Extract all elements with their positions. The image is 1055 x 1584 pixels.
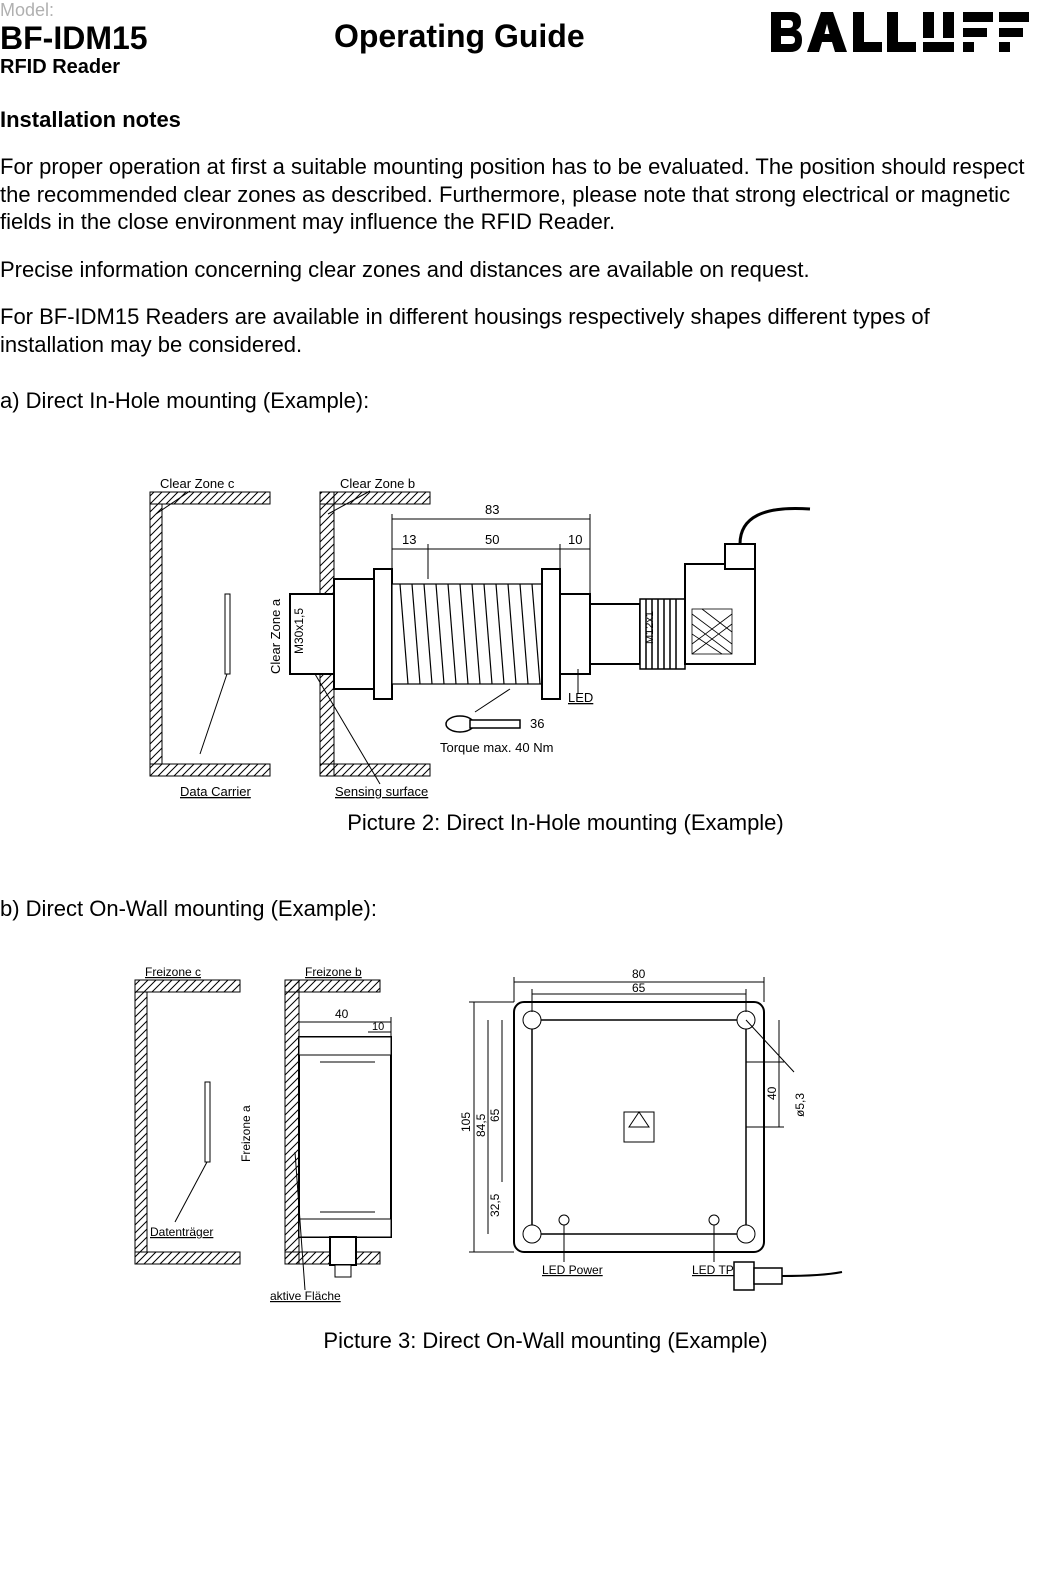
paragraph-3: For BF-IDM15 Readers are available in di… [0,303,1031,358]
dim-65v: 65 [488,1109,502,1123]
dim-84-5: 84,5 [474,1114,488,1138]
dim-36: 36 [530,716,544,731]
label-m30: M30x1,5 [292,608,306,654]
example-a-title: a) Direct In-Hole mounting (Example): [0,388,1031,414]
dim-80: 80 [632,967,646,981]
label-led-tp: LED TP [692,1263,734,1277]
paragraph-2: Precise information concerning clear zon… [0,256,1031,284]
dim-83: 83 [485,502,499,517]
dim-65: 65 [632,981,646,995]
dim-10: 10 [568,532,582,547]
label-data-carrier: Data Carrier [180,784,251,799]
label-aktive-flaeche: aktive Fläche [270,1289,341,1303]
label-datentraeger: Datenträger [150,1225,213,1239]
on-wall-side-drawing: Freizone c Freizone b Freizone a 40 10 D… [120,952,440,1312]
on-wall-front-drawing: 80 65 105 84,5 65 32,5 40 ø5,3 LED Power… [454,952,844,1322]
label-clear-zone-a: Clear Zone a [268,598,283,674]
label-clear-zone-b: Clear Zone b [340,476,415,491]
paragraph-1: For proper operation at first a suitable… [0,153,1031,236]
label-m12: M12x1 [644,611,656,644]
header-left: Model: BF-IDM15 RFID Reader [0,0,148,79]
brand-logo [771,0,1031,59]
dim-10b: 10 [372,1021,384,1033]
model-label: Model: [0,0,148,21]
dim-40: 40 [335,1007,349,1021]
dim-105: 105 [459,1112,473,1132]
figure-b-caption: Picture 3: Direct On-Wall mounting (Exam… [0,1328,1031,1354]
page-header: Model: BF-IDM15 RFID Reader Operating Gu… [0,0,1031,79]
figure-b: Freizone c Freizone b Freizone a 40 10 D… [0,952,1031,1354]
label-sensing-surface: Sensing surface [335,784,428,799]
label-freizone-a: Freizone a [239,1105,253,1162]
label-torque: Torque max. 40 Nm [440,740,553,755]
figure-a-caption: Picture 2: Direct In-Hole mounting (Exam… [0,810,1031,836]
dim-40v: 40 [765,1087,779,1101]
label-led-power: LED Power [542,1263,603,1277]
document-title: Operating Guide [148,0,771,55]
figure-a: Clear Zone c Clear Zone b Clear Zone a M… [0,444,1031,836]
label-freizone-b: Freizone b [305,965,362,979]
dim-13: 13 [402,532,416,547]
label-clear-zone-c: Clear Zone c [160,476,235,491]
example-b-title: b) Direct On-Wall mounting (Example): [0,896,1031,922]
balluff-logo-icon [771,10,1031,54]
dim-phi53: ø5,3 [793,1093,807,1117]
dim-32-5: 32,5 [488,1194,502,1218]
section-title: Installation notes [0,107,1031,133]
dim-50: 50 [485,532,499,547]
label-led: LED [568,690,593,705]
model-name: BF-IDM15 [0,21,148,56]
label-freizone-c: Freizone c [145,965,201,979]
in-hole-mounting-drawing: Clear Zone c Clear Zone b Clear Zone a M… [130,444,850,804]
model-subtitle: RFID Reader [0,56,148,79]
